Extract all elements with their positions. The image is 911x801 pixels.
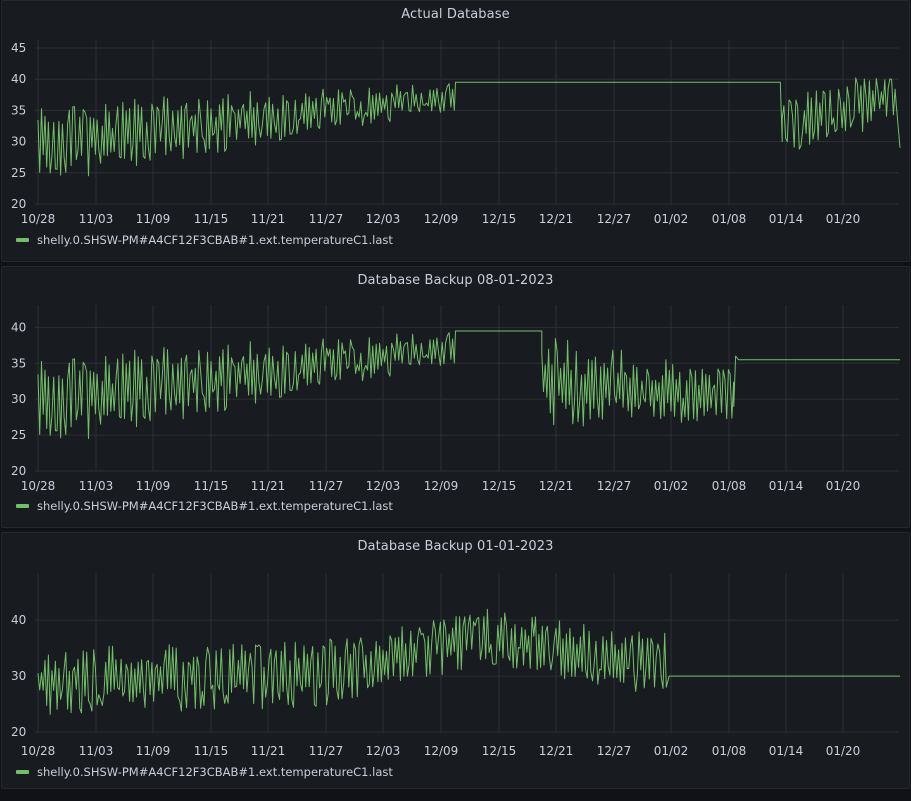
x-tick-label: 11/09 [136, 744, 171, 758]
x-tick-label: 12/15 [482, 479, 517, 493]
panel-title: Database Backup 01-01-2023 [357, 539, 554, 554]
y-tick-label: 35 [11, 356, 26, 370]
x-tick-label: 11/15 [194, 212, 229, 226]
x-tick-label: 12/09 [424, 744, 459, 758]
legend-swatch [16, 504, 29, 508]
y-tick-label: 30 [11, 135, 26, 149]
legend-label: shelly.0.SHSW-PM#A4CF12F3CBAB#1.ext.temp… [37, 233, 393, 247]
panel-title: Actual Database [401, 7, 510, 22]
legend-item[interactable]: shelly.0.SHSW-PM#A4CF12F3CBAB#1.ext.temp… [16, 499, 393, 513]
x-tick-label: 01/20 [826, 744, 861, 758]
x-tick-label: 12/21 [539, 212, 574, 226]
y-tick-label: 20 [11, 725, 26, 739]
x-tick-label: 01/02 [654, 212, 689, 226]
x-tick-label: 01/08 [712, 744, 747, 758]
x-tick-label: 01/14 [769, 212, 804, 226]
x-tick-label: 11/27 [309, 479, 344, 493]
chart-panel[interactable]: Database Backup 08-01-2023 20 25 30 35 40 10/2… [1, 266, 910, 528]
x-tick-label: 12/09 [424, 479, 459, 493]
x-tick-label: 11/27 [309, 744, 344, 758]
x-tick-label: 01/14 [769, 744, 804, 758]
x-tick-label: 12/27 [597, 212, 632, 226]
y-tick-label: 30 [11, 392, 26, 406]
legend-swatch [16, 770, 29, 774]
y-tick-label: 25 [11, 428, 26, 442]
legend-label: shelly.0.SHSW-PM#A4CF12F3CBAB#1.ext.temp… [37, 499, 393, 513]
x-tick-label: 11/03 [79, 479, 114, 493]
panel-title: Database Backup 08-01-2023 [357, 273, 554, 288]
x-tick-label: 10/28 [21, 744, 56, 758]
x-tick-label: 01/20 [826, 479, 861, 493]
x-tick-label: 12/15 [482, 744, 517, 758]
x-tick-label: 12/21 [539, 479, 574, 493]
y-tick-label: 20 [11, 197, 26, 211]
x-tick-label: 01/20 [826, 212, 861, 226]
x-tick-label: 12/27 [597, 744, 632, 758]
x-tick-label: 11/21 [251, 479, 286, 493]
legend-swatch [16, 238, 29, 242]
series-line [37, 608, 900, 715]
chart-plot[interactable]: 20 25 30 35 40 10/28 11/03 11/09 11/15 11/21 11/27… [2, 1, 911, 539]
y-tick-label: 20 [11, 464, 26, 478]
y-tick-label: 45 [11, 41, 26, 55]
x-tick-label: 01/14 [769, 479, 804, 493]
x-tick-label: 12/03 [366, 212, 401, 226]
x-tick-label: 11/03 [79, 212, 114, 226]
y-tick-label: 25 [11, 166, 26, 180]
x-tick-label: 11/09 [136, 212, 171, 226]
x-tick-label: 10/28 [21, 212, 56, 226]
x-tick-label: 01/02 [654, 479, 689, 493]
x-tick-label: 12/09 [424, 212, 459, 226]
legend-item[interactable]: shelly.0.SHSW-PM#A4CF12F3CBAB#1.ext.temp… [16, 233, 393, 247]
x-tick-label: 01/08 [712, 212, 747, 226]
legend-item[interactable]: shelly.0.SHSW-PM#A4CF12F3CBAB#1.ext.temp… [16, 765, 393, 779]
x-tick-label: 12/03 [366, 744, 401, 758]
series-line [37, 77, 901, 177]
x-tick-label: 10/28 [21, 479, 56, 493]
x-tick-label: 12/27 [597, 479, 632, 493]
series-line [37, 330, 900, 440]
legend-label: shelly.0.SHSW-PM#A4CF12F3CBAB#1.ext.temp… [37, 765, 393, 779]
y-tick-label: 40 [11, 72, 26, 86]
x-tick-label: 12/15 [482, 212, 517, 226]
x-tick-label: 11/21 [251, 744, 286, 758]
x-tick-label: 12/03 [366, 479, 401, 493]
x-tick-label: 11/27 [309, 212, 344, 226]
x-tick-label: 11/03 [79, 744, 114, 758]
x-tick-label: 11/21 [251, 212, 286, 226]
y-tick-label: 40 [11, 320, 26, 334]
x-tick-label: 01/02 [654, 744, 689, 758]
x-tick-label: 11/15 [194, 744, 229, 758]
y-tick-label: 30 [11, 669, 26, 683]
chart-panel[interactable]: Actual Database 20 25 30 35 40 45 10/28 11/03 11/… [1, 0, 910, 262]
x-tick-label: 11/09 [136, 479, 171, 493]
chart-plot[interactable]: 20 25 30 35 40 45 10/28 11/03 11/09 11/15 11/21 11/… [2, 1, 911, 273]
y-tick-label: 35 [11, 103, 26, 117]
x-tick-label: 01/08 [712, 479, 747, 493]
y-tick-label: 40 [11, 613, 26, 627]
chart-panel[interactable]: Database Backup 01-01-2023 20 30 40 10/28 11/… [1, 532, 910, 789]
x-tick-label: 12/21 [539, 744, 574, 758]
x-tick-label: 11/15 [194, 479, 229, 493]
